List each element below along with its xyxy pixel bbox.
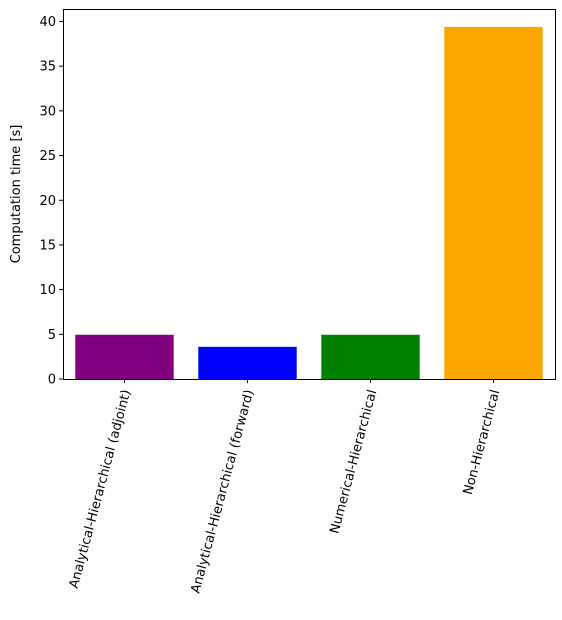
bars-layer: [75, 26, 543, 380]
x-axis: Analytical-Hierarchical (adjoint) Analyti…: [67, 379, 503, 595]
y-tick-label: 10: [39, 283, 56, 298]
y-tick-label: 30: [39, 104, 56, 119]
bar-2: [198, 346, 297, 379]
x-tick-label: Non-Hierarchical: [461, 388, 503, 496]
plot-frame: [63, 9, 556, 380]
x-tick-label: Numerical-Hierarchical: [327, 388, 380, 535]
x-tick-label: Analytical-Hierarchical (adjoint): [67, 388, 135, 590]
x-tick-label: Analytical-Hierarchical (forward): [188, 388, 257, 595]
bar-4: [444, 26, 543, 380]
y-tick-label: 0: [48, 373, 56, 388]
y-tick-label: 20: [39, 194, 56, 209]
y-tick-label: 5: [48, 328, 56, 343]
y-axis: 0 5 10 15 20 25 30 35 40: [39, 15, 63, 388]
y-axis-label: Computation time [s]: [9, 125, 24, 264]
bar-1: [75, 334, 174, 379]
y-tick-label: 15: [39, 238, 56, 253]
y-tick-label: 40: [39, 15, 56, 30]
bar-3: [321, 334, 420, 379]
y-tick-label: 35: [39, 60, 56, 75]
y-tick-label: 25: [39, 149, 56, 164]
